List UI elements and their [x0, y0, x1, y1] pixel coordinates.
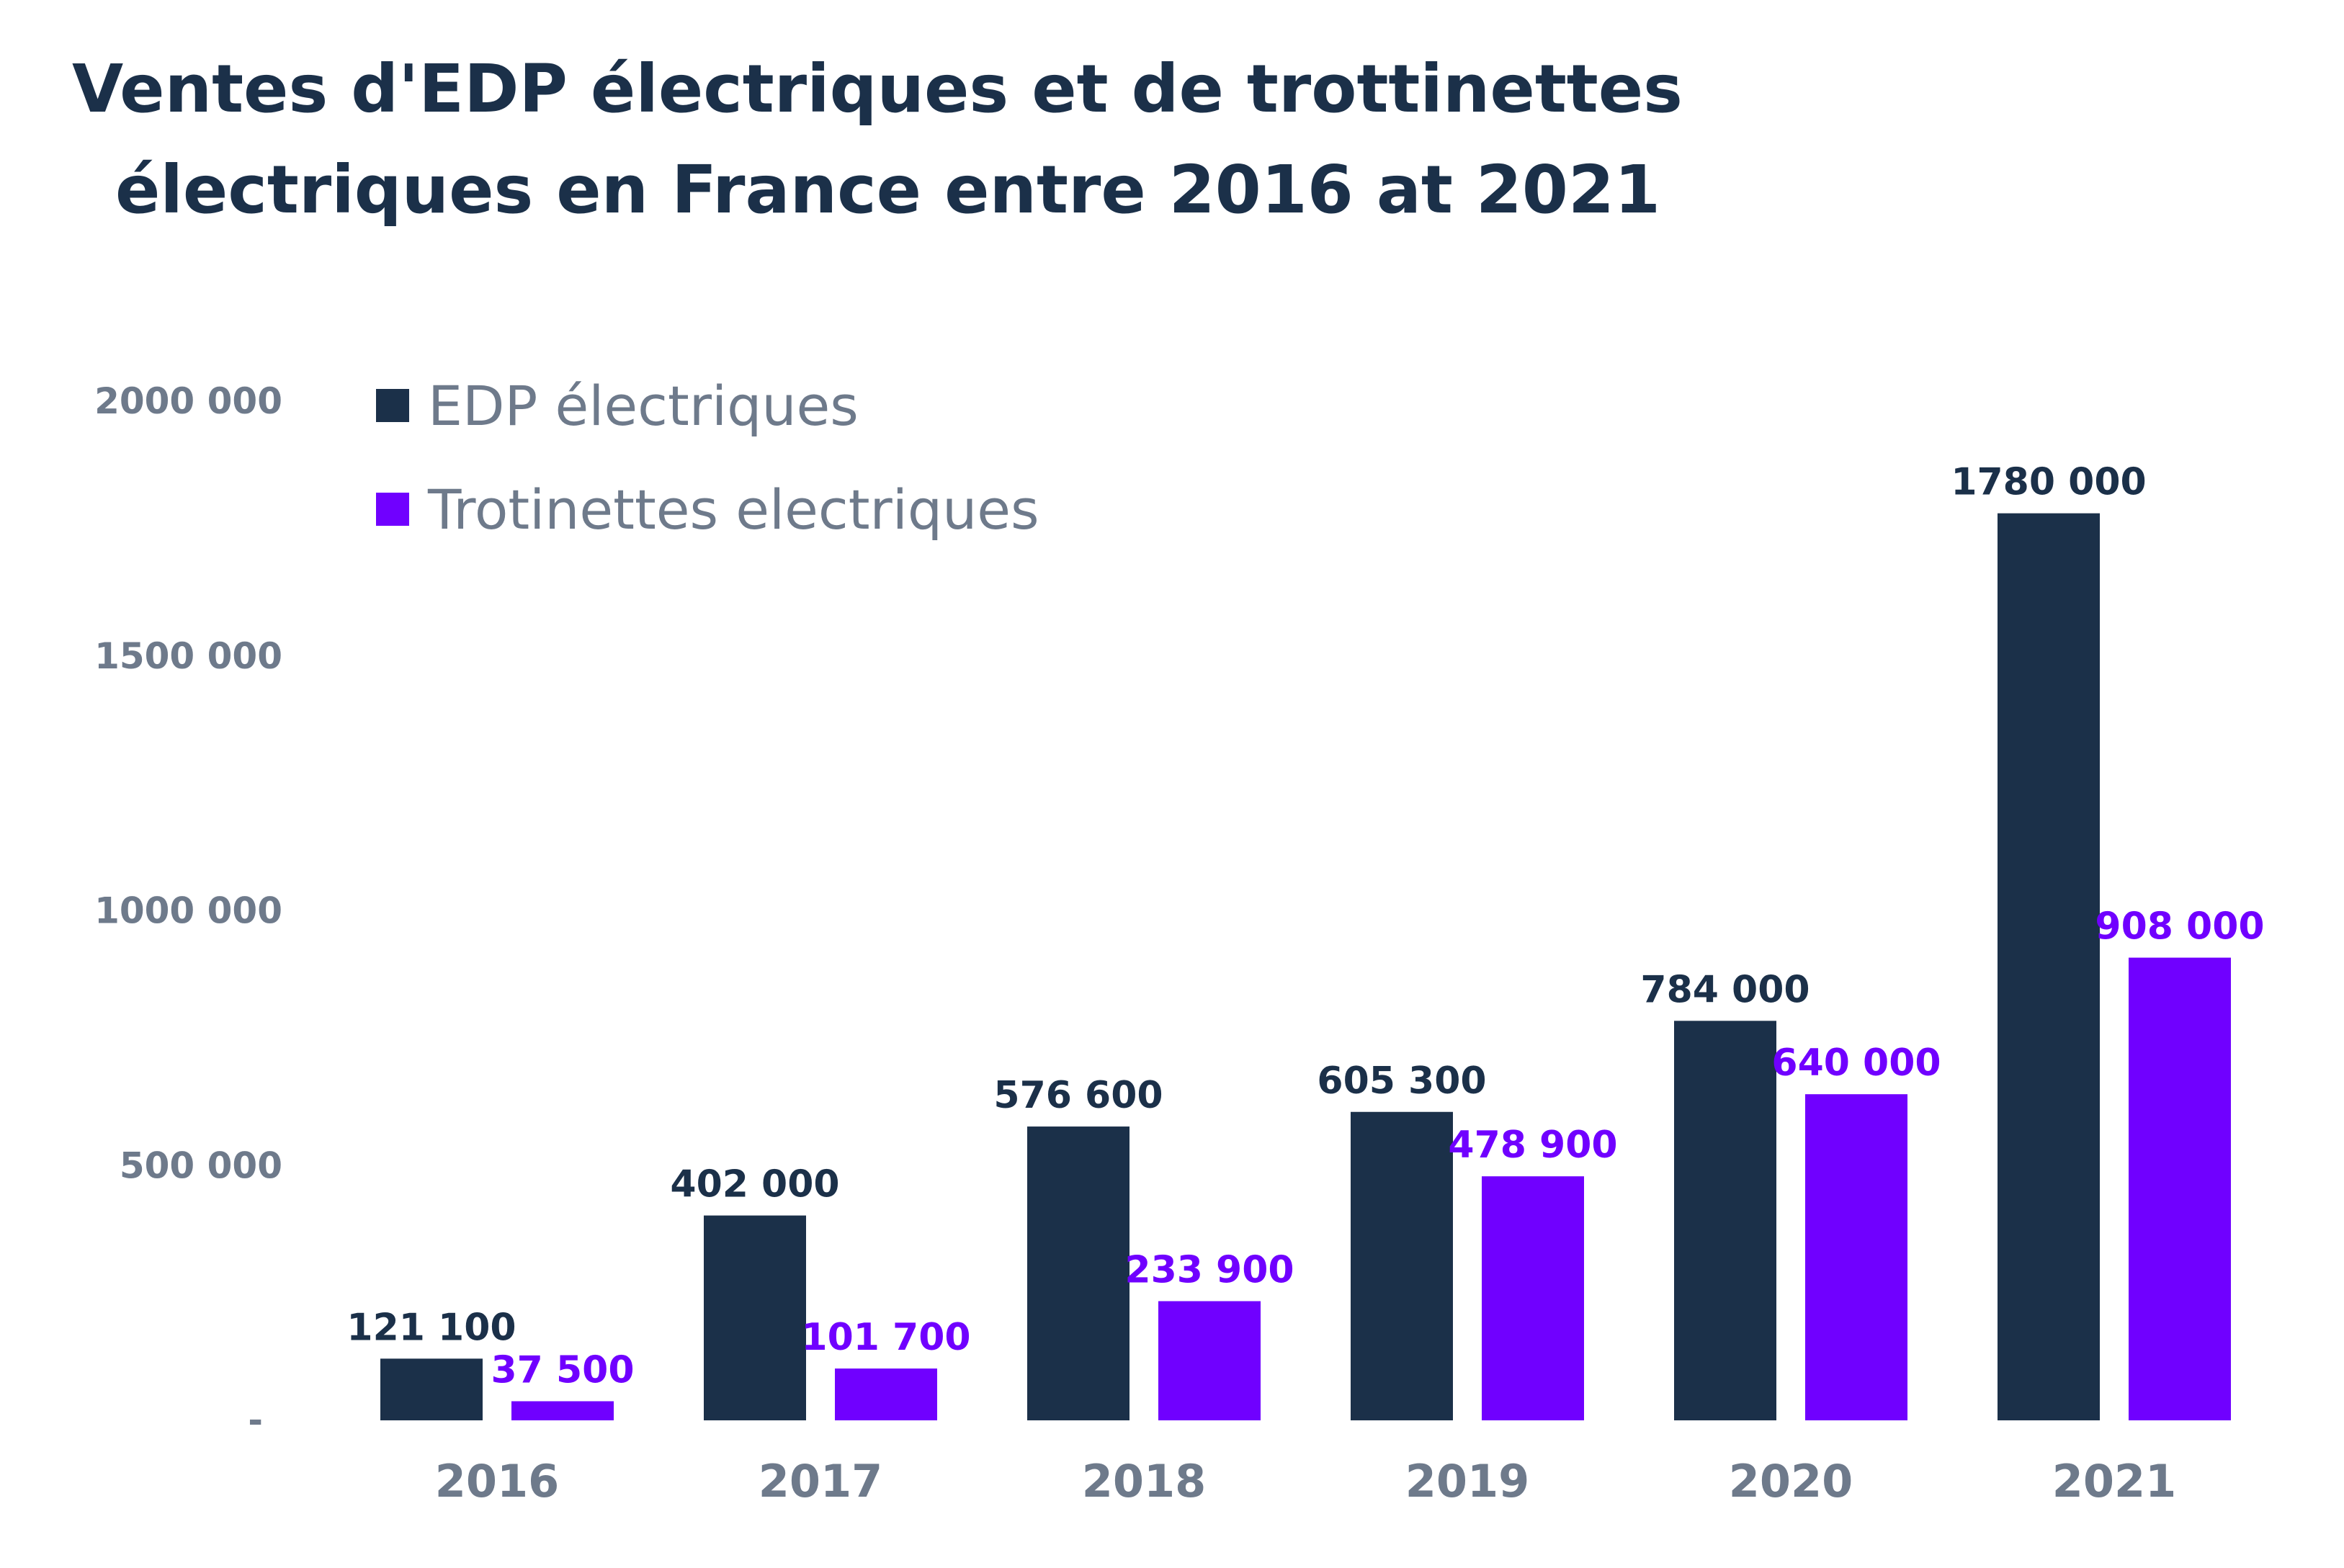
title-line-2: électriques en France entre 2016 at 2021: [115, 151, 1660, 228]
x-tick-label: 2019: [1405, 1455, 1530, 1507]
data-label-edp-2018: 576 600: [993, 1074, 1163, 1117]
x-axis: 2016 2017 2018 2019 2020 2021: [435, 1455, 2177, 1507]
data-label-edp-2021: 1780 000: [1951, 461, 2146, 504]
chart-title: Ventes d'EDP électriques et de trottinet…: [72, 50, 1683, 228]
legend-swatch-trottinettes: [376, 493, 409, 526]
data-label-edp-2017: 402 000: [670, 1163, 839, 1206]
data-label-edp-2019: 605 300: [1317, 1059, 1486, 1103]
data-label-trottinettes-2017: 101 700: [801, 1316, 970, 1359]
x-tick-label: 2017: [759, 1455, 883, 1507]
data-label-trottinettes-2019: 478 900: [1448, 1124, 1617, 1167]
y-tick-label: 1500 000: [94, 635, 282, 677]
bar-trottinettes-2019: [1482, 1176, 1584, 1420]
title-line-1: Ventes d'EDP électriques et de trottinet…: [72, 50, 1683, 127]
bar-trottinettes-2020: [1805, 1094, 1907, 1420]
y-tick-label: 1000 000: [94, 890, 282, 932]
bar-trottinettes-2021: [2129, 957, 2231, 1420]
legend: EDP électriques Trotinettes electriques: [376, 374, 1039, 542]
data-label-trottinettes-2021: 908 000: [2095, 905, 2264, 949]
bar-edp-2019: [1351, 1111, 1453, 1420]
data-label-trottinettes-2016: 37 500: [491, 1348, 634, 1392]
bar-trottinettes-2017: [835, 1368, 937, 1420]
legend-label-trottinettes: Trotinettes electriques: [427, 478, 1039, 542]
data-label-trottinettes-2020: 640 000: [1771, 1041, 1941, 1085]
bar-edp-2020: [1674, 1021, 1776, 1420]
data-label-edp-2016: 121 100: [346, 1306, 516, 1349]
bar-edp-2018: [1027, 1126, 1129, 1420]
x-tick-label: 2018: [1082, 1455, 1207, 1507]
data-label-edp-2020: 784 000: [1640, 968, 1810, 1011]
data-label-trottinettes-2018: 233 900: [1124, 1249, 1294, 1292]
bar-edp-2016: [380, 1358, 483, 1420]
y-tick-label: -: [248, 1399, 263, 1441]
legend-swatch-edp: [376, 389, 409, 422]
data-labels: 121 100 402 000 576 600 605 300 784 000 1780 …: [346, 461, 2264, 1392]
y-tick-label: 500 000: [120, 1144, 282, 1186]
x-tick-label: 2020: [1729, 1455, 1853, 1507]
bar-edp-2021: [1998, 513, 2100, 1420]
bar-trottinettes-2018: [1158, 1301, 1261, 1420]
bar-edp-2017: [704, 1215, 806, 1420]
x-tick-label: 2016: [435, 1455, 560, 1507]
y-tick-label: 2000 000: [94, 380, 282, 422]
bar-trottinettes-2016: [511, 1401, 614, 1420]
bars: [380, 513, 2231, 1420]
y-axis: - 500 000 1000 000 1500 000 2000 000: [94, 380, 282, 1441]
legend-label-edp: EDP électriques: [428, 374, 859, 438]
x-tick-label: 2021: [2052, 1455, 2177, 1507]
